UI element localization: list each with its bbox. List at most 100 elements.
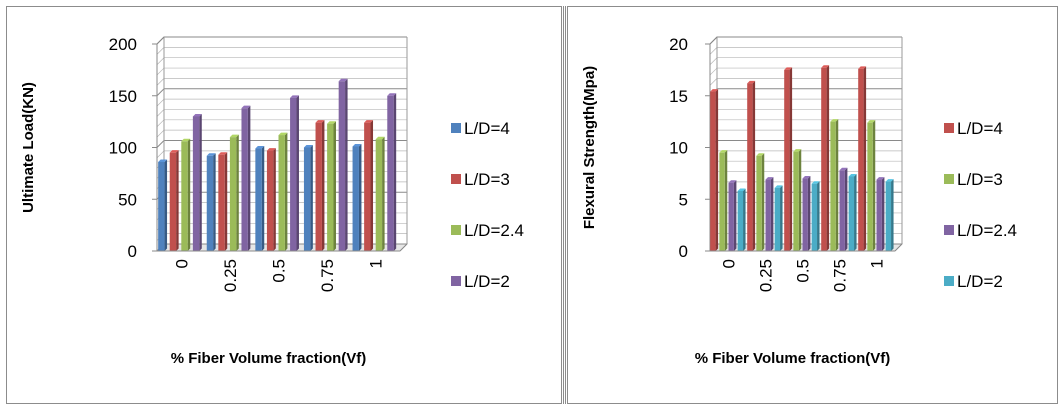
bar-top bbox=[756, 153, 765, 156]
chart-panel-flexural-strength: 0 5 10 15 20 0 0.25 0.5 0.75 1 Flexural Strength(M… bbox=[567, 6, 1058, 404]
x-tick-label: 0 bbox=[720, 259, 739, 268]
bar bbox=[848, 176, 855, 251]
legend-swatch bbox=[944, 225, 954, 235]
bar-top bbox=[765, 177, 774, 180]
bar-side bbox=[789, 67, 793, 251]
legend-label: L/D=4 bbox=[464, 119, 510, 138]
legend-swatch bbox=[451, 174, 461, 184]
bar-side bbox=[872, 120, 876, 251]
y-tick-label: 0 bbox=[128, 242, 137, 261]
gridline bbox=[156, 57, 407, 65]
y-tick-label: 0 bbox=[679, 242, 688, 261]
bar-side bbox=[370, 120, 374, 251]
gridline bbox=[156, 98, 407, 107]
x-axis-title: % Fiber Volume fraction(Vf) bbox=[171, 350, 367, 367]
x-tick-label: 0.5 bbox=[270, 259, 289, 283]
bar-side bbox=[835, 119, 839, 251]
gridline bbox=[156, 46, 407, 55]
bar-side bbox=[393, 93, 397, 251]
bar bbox=[218, 154, 225, 251]
y-tick-label: 50 bbox=[118, 190, 137, 209]
bar-side bbox=[891, 179, 894, 251]
x-axis-end-edge bbox=[894, 243, 903, 252]
legend-label: L/D=2.4 bbox=[464, 221, 524, 240]
bar-top bbox=[387, 93, 397, 96]
bar-top bbox=[181, 138, 191, 142]
bar bbox=[241, 108, 248, 251]
gridline bbox=[156, 67, 407, 76]
ultimate-load-chart: 0 50 100 150 200 0 0.25 0.5 0.75 1 Ultimate Load(K… bbox=[20, 35, 524, 367]
y-tick-label: 150 bbox=[109, 87, 137, 106]
bar bbox=[784, 69, 790, 251]
y-tick-label: 200 bbox=[109, 35, 137, 54]
bar-top bbox=[858, 66, 867, 69]
y-axis-title: Ultimate Load(KN) bbox=[20, 82, 37, 213]
x-axis-title: % Fiber Volume fraction(Vf) bbox=[695, 350, 891, 367]
y-tick-label: 100 bbox=[109, 139, 137, 158]
bar-side bbox=[333, 121, 336, 251]
bar-top bbox=[719, 150, 728, 153]
x-tick-label: 0.75 bbox=[318, 259, 337, 292]
bar bbox=[737, 190, 744, 251]
bar bbox=[756, 155, 762, 251]
bar-top bbox=[338, 78, 348, 82]
bar-side bbox=[743, 188, 746, 251]
gridline bbox=[709, 98, 902, 107]
legend-label: L/D=2.4 bbox=[957, 221, 1017, 240]
legend-label: L/D=2 bbox=[464, 272, 510, 291]
bar bbox=[303, 147, 311, 251]
bar-side bbox=[807, 176, 811, 251]
y-tick-label: 5 bbox=[679, 190, 688, 209]
legend-label: L/D=3 bbox=[957, 170, 1003, 189]
bar-side bbox=[321, 120, 325, 251]
bar bbox=[867, 122, 873, 251]
bar-top bbox=[848, 173, 857, 177]
x-tick-label: 0.5 bbox=[794, 259, 813, 283]
bar-top bbox=[229, 134, 239, 138]
flexural-strength-chart: 0 5 10 15 20 0 0.25 0.5 0.75 1 Flexural Strength(M… bbox=[581, 35, 1017, 367]
bar-top bbox=[876, 177, 885, 180]
legend-label: L/D=4 bbox=[957, 119, 1003, 138]
x-tick-label: 0.25 bbox=[757, 259, 776, 292]
bar-top bbox=[169, 150, 179, 153]
legend-label: L/D=3 bbox=[464, 170, 510, 189]
bar bbox=[375, 139, 383, 251]
y-tick-label: 10 bbox=[669, 139, 688, 158]
bar bbox=[229, 137, 237, 251]
y-tick-label: 15 bbox=[669, 87, 688, 106]
bar-side bbox=[310, 145, 313, 251]
bar bbox=[839, 170, 845, 251]
bar bbox=[206, 155, 214, 251]
bar-top bbox=[241, 105, 251, 109]
bar-side bbox=[844, 167, 848, 251]
bar-side bbox=[247, 105, 251, 251]
bar bbox=[266, 150, 274, 251]
y-tick-label: 20 bbox=[669, 35, 688, 54]
bar-top bbox=[206, 153, 216, 156]
bar-top bbox=[793, 149, 802, 152]
bar-top bbox=[774, 185, 783, 188]
bar bbox=[765, 179, 771, 251]
bar-side bbox=[164, 159, 168, 251]
bar bbox=[793, 151, 799, 251]
bar-top bbox=[885, 179, 894, 182]
bar-side bbox=[358, 143, 362, 251]
bar-side bbox=[187, 138, 191, 251]
gridline bbox=[709, 36, 902, 45]
bar-top bbox=[710, 89, 719, 92]
bar bbox=[747, 83, 753, 251]
chart-panel-ultimate-load: 0 50 100 150 200 0 0.25 0.5 0.75 1 Ultimate Load(K… bbox=[6, 6, 562, 404]
x-axis-end-edge bbox=[399, 243, 408, 252]
bar bbox=[352, 146, 359, 251]
bar-side bbox=[724, 150, 728, 251]
bar-side bbox=[715, 89, 719, 251]
bar bbox=[338, 81, 346, 251]
bar bbox=[290, 97, 297, 251]
legend-swatch bbox=[944, 276, 954, 286]
bar-top bbox=[821, 65, 830, 68]
bar bbox=[327, 123, 334, 251]
bar bbox=[192, 116, 200, 251]
bar bbox=[728, 182, 734, 251]
bar-side bbox=[798, 149, 802, 251]
gridline bbox=[709, 109, 902, 117]
